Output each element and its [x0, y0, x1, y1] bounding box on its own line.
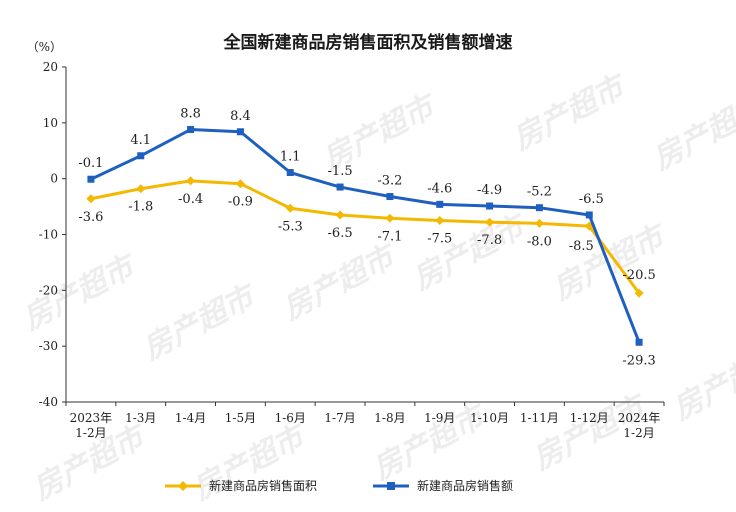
data-point-sales [187, 126, 195, 134]
x-tick-label: 1-6月 [275, 411, 306, 425]
watermark-text: 房产超市 [506, 67, 634, 157]
data-label-sales: -1.5 [328, 164, 353, 179]
data-label-sales: -4.6 [427, 181, 452, 196]
data-label-area: -6.5 [328, 226, 353, 241]
data-label-area: -8.5 [569, 239, 594, 254]
watermark-text: 房产超市 [276, 237, 404, 327]
data-label-area: -1.8 [128, 200, 153, 215]
x-tick-label: 2023年 1-2月 [70, 411, 113, 440]
data-point-area [186, 176, 196, 186]
chart-title: 全国新建商品房销售面积及销售额增速 [223, 33, 513, 53]
x-tick-label: 1-11月 [520, 411, 559, 425]
y-tick-label: -10 [39, 228, 58, 242]
data-point-area [435, 216, 445, 226]
data-label-sales: 4.1 [130, 133, 151, 148]
legend-marker-sales [387, 482, 395, 490]
y-tick-label: -30 [39, 339, 58, 353]
data-point-area [534, 218, 544, 228]
data-point-sales [87, 175, 95, 183]
data-point-area [634, 288, 644, 298]
x-tick-label: 1-3月 [125, 411, 156, 425]
watermark-text: 房产超市 [666, 337, 736, 427]
watermark-text: 房产超市 [16, 247, 144, 337]
data-point-sales [336, 183, 344, 191]
data-label-sales: -3.2 [377, 174, 402, 189]
data-label-sales: -0.1 [78, 156, 103, 171]
data-point-sales [635, 338, 643, 346]
data-point-area [86, 194, 96, 204]
y-axis-unit: （%） [27, 40, 62, 54]
x-tick-label: 1-12月 [570, 411, 609, 425]
data-point-area [235, 179, 245, 189]
x-tick-label: 1-7月 [324, 411, 355, 425]
data-point-sales [286, 169, 294, 177]
watermark-text: 房产超市 [136, 277, 264, 367]
watermark-text: 房产超市 [646, 87, 736, 177]
data-label-area: -5.3 [278, 219, 303, 234]
data-point-area [335, 210, 345, 220]
data-label-area: -7.8 [477, 233, 502, 248]
series-line-2 [90, 128, 641, 343]
data-point-sales [386, 193, 394, 201]
data-label-area: -7.5 [427, 232, 452, 247]
data-label-sales: -29.3 [622, 353, 655, 368]
data-point-area [136, 184, 146, 194]
data-label-sales: 8.4 [230, 109, 251, 124]
data-point-sales [236, 128, 244, 136]
data-label-area: -3.6 [78, 210, 103, 225]
data-label-sales: -4.9 [477, 183, 502, 198]
legend-marker-area [178, 481, 188, 491]
data-point-sales [436, 200, 444, 208]
data-label-sales: 8.8 [180, 107, 201, 122]
data-label-area: -0.4 [178, 192, 203, 207]
data-label-sales: 1.1 [280, 150, 301, 165]
data-label-area: -7.1 [377, 229, 402, 244]
y-tick-label: -20 [39, 283, 58, 297]
series-line-1 [90, 179, 641, 295]
legend-label-1: 新建商品房销售面积 [209, 478, 317, 493]
x-tick-label: 1-4月 [175, 411, 206, 425]
x-tick-label: 1-9月 [424, 411, 455, 425]
data-point-area [385, 213, 395, 223]
data-label-area: -8.0 [527, 234, 552, 249]
data-point-sales [486, 202, 494, 210]
data-label-sales: -5.2 [527, 185, 552, 200]
y-tick-label: 0 [50, 172, 58, 186]
y-tick-label: 10 [43, 116, 58, 130]
data-label-area: -20.5 [622, 268, 655, 283]
data-point-area [485, 217, 495, 227]
data-point-sales [585, 211, 593, 219]
watermark-text: 房产超市 [546, 217, 674, 307]
y-tick-label: 20 [43, 60, 58, 74]
data-point-sales [535, 204, 543, 212]
data-point-sales [137, 152, 145, 160]
x-tick-label: 1-5月 [225, 411, 256, 425]
y-tick-label: -40 [39, 395, 58, 409]
watermark-text: 房产超市 [186, 417, 314, 507]
legend-label-2: 新建商品房销售额 [417, 478, 513, 493]
data-point-area [285, 203, 295, 213]
x-tick-label: 2024年 1-2月 [618, 411, 661, 440]
data-label-area: -0.9 [228, 195, 253, 210]
data-label-sales: -6.5 [579, 192, 604, 207]
x-tick-label: 1-8月 [374, 411, 405, 425]
x-tick-label: 1-10月 [470, 411, 509, 425]
